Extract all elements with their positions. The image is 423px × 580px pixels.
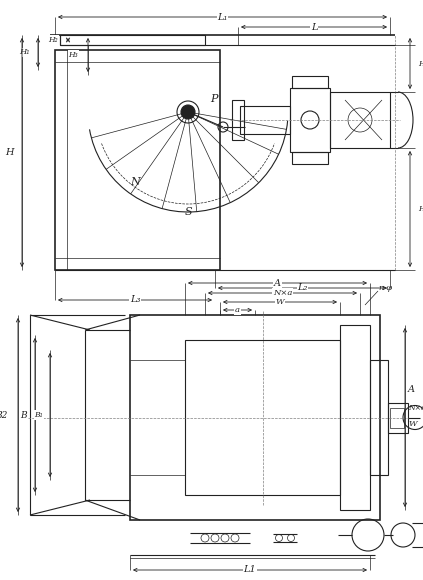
- Text: W: W: [276, 298, 284, 306]
- Bar: [388, 403, 408, 433]
- Text: N: N: [130, 177, 140, 187]
- Bar: [390, 408, 404, 427]
- Text: n-φ: n-φ: [378, 284, 392, 292]
- Text: H₄: H₄: [418, 60, 423, 67]
- Text: W: W: [408, 419, 417, 427]
- Text: N×a: N×a: [408, 404, 423, 411]
- Text: a: a: [235, 306, 240, 314]
- Text: B₁: B₁: [34, 411, 43, 419]
- Text: L₃: L₃: [130, 295, 140, 305]
- Text: B: B: [20, 411, 27, 419]
- Text: H₂: H₂: [48, 36, 58, 44]
- Text: A: A: [274, 278, 281, 288]
- Bar: [130, 315, 380, 520]
- Text: S: S: [185, 207, 192, 217]
- Bar: [60, 35, 205, 45]
- Text: H: H: [5, 148, 14, 157]
- Text: B2: B2: [0, 411, 8, 419]
- Text: L₂: L₂: [297, 284, 308, 292]
- Text: N×a: N×a: [273, 289, 292, 297]
- Bar: [292, 76, 328, 88]
- Bar: [290, 88, 330, 152]
- Bar: [340, 325, 370, 510]
- Text: L: L: [311, 23, 317, 31]
- Text: A: A: [408, 386, 415, 394]
- Bar: [232, 100, 244, 140]
- Text: P: P: [210, 94, 217, 104]
- Text: H₃: H₃: [69, 51, 78, 59]
- Bar: [330, 92, 390, 148]
- Bar: [185, 340, 340, 495]
- Text: H₅: H₅: [418, 205, 423, 213]
- Bar: [240, 106, 290, 134]
- Text: H₁: H₁: [19, 49, 30, 56]
- Text: L₁: L₁: [217, 13, 228, 21]
- Text: L1: L1: [244, 566, 256, 575]
- Bar: [370, 360, 388, 475]
- Bar: [55, 50, 220, 270]
- Circle shape: [181, 105, 195, 119]
- Bar: [292, 152, 328, 164]
